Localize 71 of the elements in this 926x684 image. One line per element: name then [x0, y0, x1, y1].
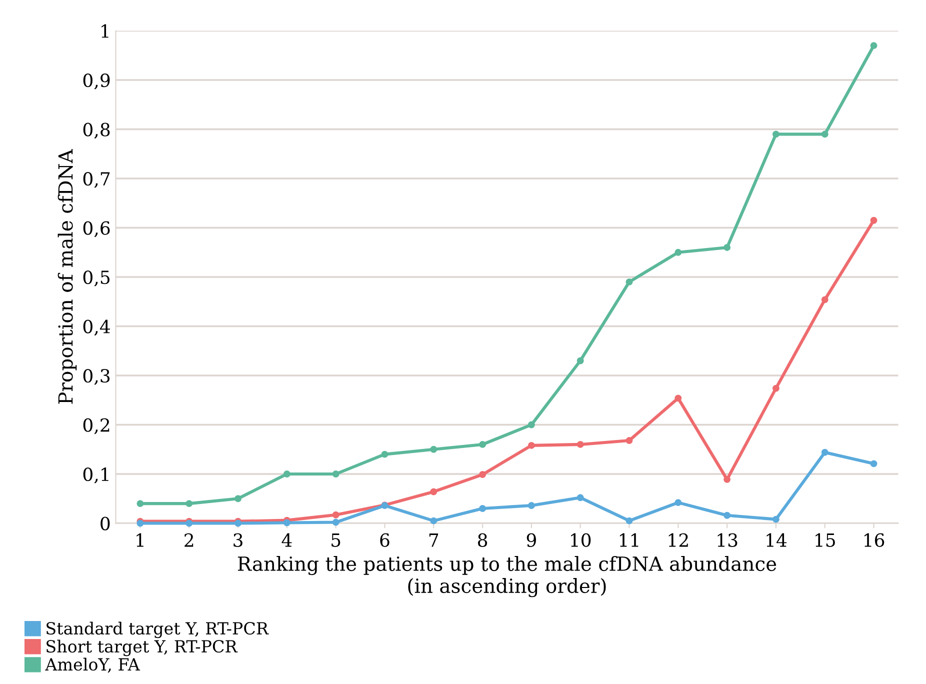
y-tick-label: 1 — [102, 24, 108, 38]
y-tick-label: 0,4 — [83, 320, 110, 336]
legend-label: Short target Y, RT-PCR — [46, 640, 238, 656]
point — [136, 500, 144, 508]
x-tick-label: 15 — [816, 533, 835, 547]
point — [234, 495, 242, 502]
x-tick-label: 9 — [526, 533, 536, 547]
x-tick-label: 1 — [136, 533, 144, 547]
x-tick-label: 16 — [864, 533, 884, 547]
point — [674, 394, 682, 402]
point — [821, 296, 828, 304]
x-tick-label: 14 — [766, 533, 787, 547]
point — [724, 512, 731, 519]
point — [626, 517, 633, 524]
x-tick-label: 10 — [571, 533, 591, 547]
point — [870, 216, 878, 224]
legend-label: Standard target Y, RT-PCR — [46, 622, 269, 638]
point — [821, 448, 828, 456]
x-tick-label: 7 — [429, 534, 438, 547]
y-tick-label: 0 — [100, 516, 110, 530]
point — [283, 470, 290, 478]
y-tick-label: 0,9 — [83, 73, 110, 90]
point — [381, 450, 388, 458]
point — [576, 357, 584, 364]
point — [430, 488, 438, 496]
x-axis-title: Ranking the patients up to the male cfDNA abundance (in ascending order) — [238, 556, 776, 598]
x-tick-label: 2 — [184, 533, 194, 547]
x-tick-label: 5 — [332, 534, 340, 547]
point — [528, 442, 535, 449]
point — [332, 511, 340, 518]
point — [821, 130, 828, 138]
x-tick-label: 11 — [620, 533, 638, 547]
x-tick-label: 3 — [234, 533, 242, 547]
point — [626, 278, 633, 286]
y-axis-title: Proportion of male cfDNA — [58, 148, 77, 404]
point — [772, 130, 780, 138]
y-tick-label: 0,8 — [83, 122, 110, 139]
y-tick-label: 0,7 — [83, 172, 110, 188]
point — [772, 384, 780, 392]
point — [674, 499, 682, 506]
x-tick-label: 12 — [668, 533, 688, 547]
x-tick-label: 4 — [282, 533, 292, 547]
y-tick-label: 0,2 — [83, 418, 110, 434]
x-tick-label: 8 — [478, 533, 488, 547]
point — [870, 42, 878, 50]
x-tick-label: 13 — [718, 533, 738, 547]
point — [724, 476, 731, 483]
point — [332, 518, 340, 526]
legend-label: AmeloY, FA — [45, 658, 140, 673]
point — [479, 471, 486, 478]
point — [626, 437, 633, 444]
x-tick-label: 6 — [380, 533, 390, 547]
point — [479, 505, 486, 512]
point — [332, 470, 340, 478]
point — [430, 446, 438, 453]
point — [479, 440, 486, 448]
point — [674, 248, 682, 256]
y-tick-label: 0,1 — [83, 467, 108, 484]
point — [772, 516, 780, 523]
point — [528, 502, 535, 510]
point — [186, 500, 193, 508]
point — [528, 421, 535, 428]
y-tick-label: 0,5 — [83, 270, 110, 286]
point — [724, 244, 731, 251]
y-tick-label: 0,3 — [83, 368, 110, 385]
point — [576, 494, 584, 502]
y-tick-label: 0,6 — [83, 221, 110, 238]
point — [283, 519, 290, 526]
point — [430, 517, 438, 524]
point — [576, 440, 584, 448]
point — [870, 460, 878, 468]
